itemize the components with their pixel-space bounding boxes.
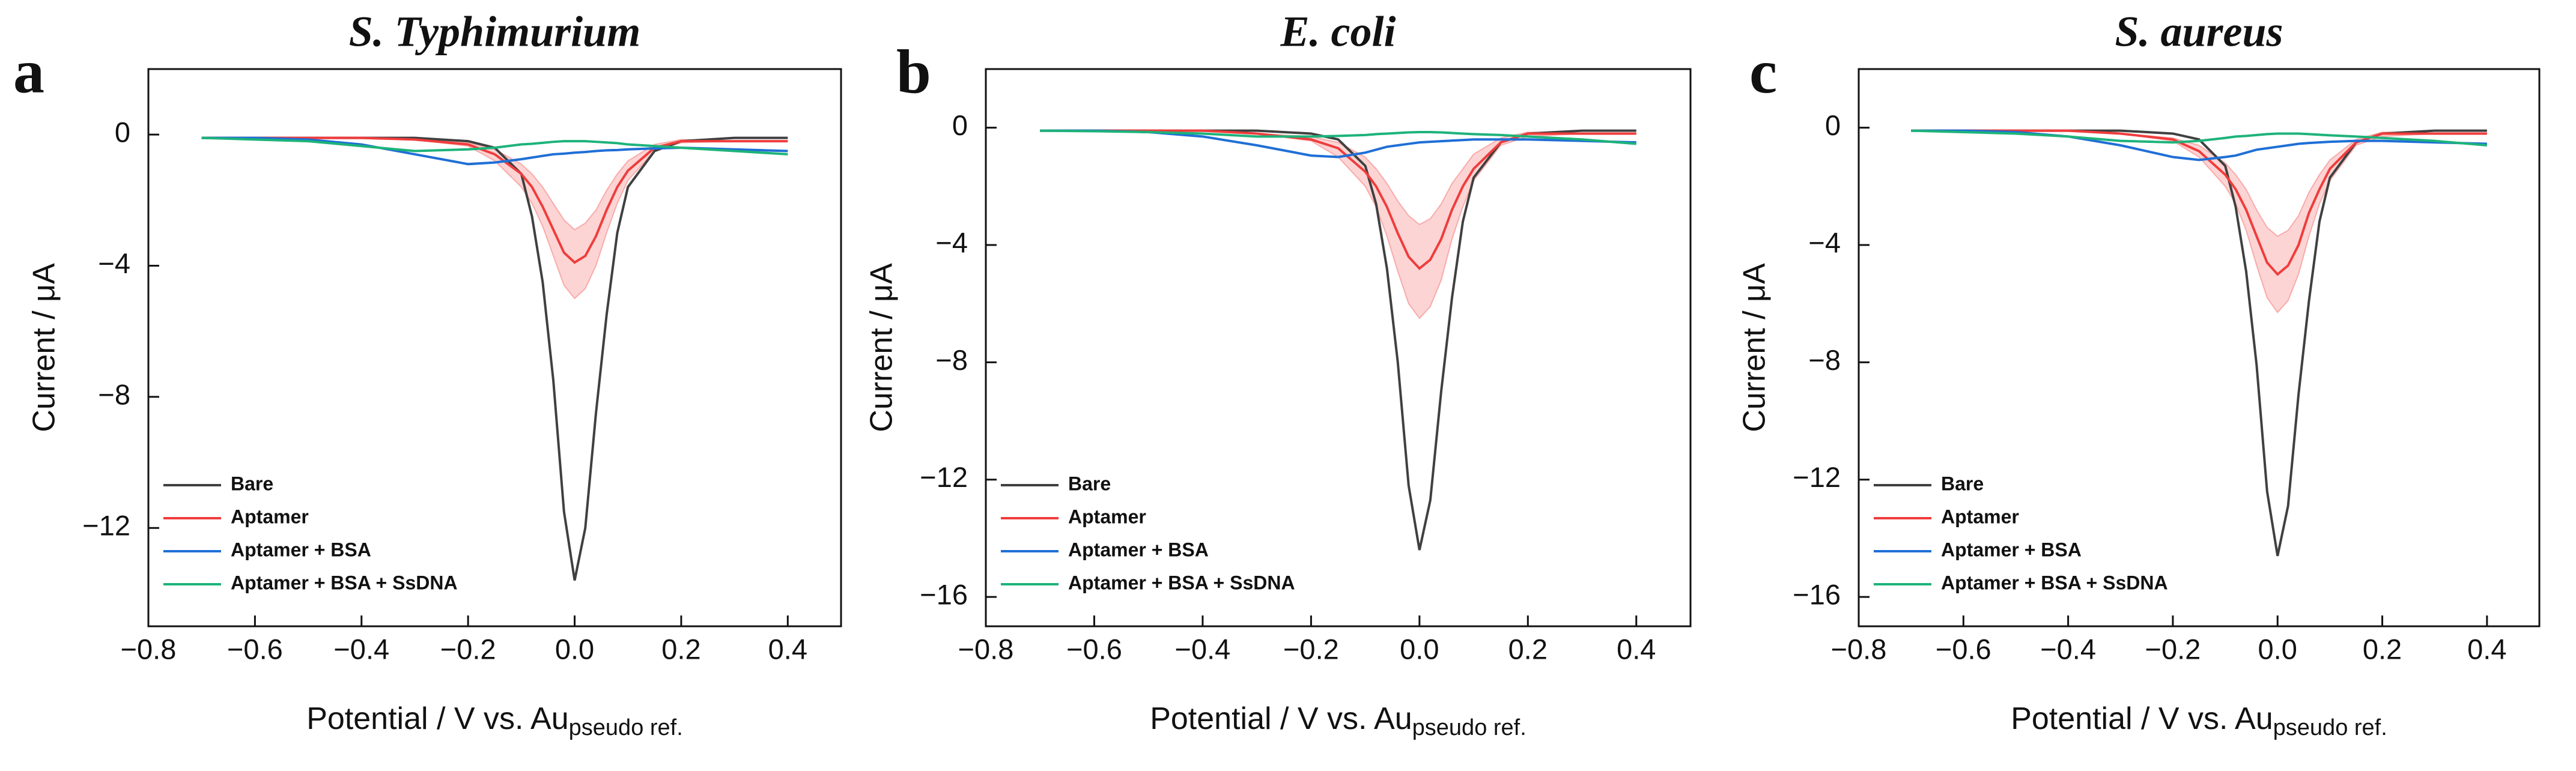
legend-label: Aptamer <box>1068 506 1146 527</box>
y-tick-label: −16 <box>1793 579 1841 611</box>
y-tick-label: −8 <box>1808 344 1841 376</box>
y-tick-label: 0 <box>1825 109 1841 141</box>
chart-title: S. Typhimurium <box>349 8 640 56</box>
y-axis-label: Current / μA <box>27 263 62 432</box>
y-axis-label: Current / μA <box>864 263 899 432</box>
chart-panel: a S. Typhimurium −0.8 −0.6 −0.4 −0.2 0.0 0.2 0.4… <box>13 8 842 740</box>
x-tick-label: −0.2 <box>440 633 496 665</box>
chart-panel: b E. coli −0.8 −0.6 −0.4 −0.2 0.0 0.2 0.4 −16 −12 −… <box>864 8 1692 740</box>
chart-title: S. aureus <box>2115 8 2283 56</box>
x-tick-label: −0.6 <box>227 633 283 665</box>
x-tick-label: −0.8 <box>958 633 1014 665</box>
x-axis-label-sub: pseudo ref. <box>1412 715 1526 740</box>
y-tick-label: 0 <box>952 109 968 141</box>
x-axis-label: Potential / V vs. Aupseudo ref. <box>1150 701 1526 740</box>
legend-label: Aptamer + BSA + SsDNA <box>1941 572 2168 593</box>
error-band <box>1040 130 1636 319</box>
x-tick-label: −0.8 <box>121 633 177 665</box>
chart-panel: c S. aureus −0.8 −0.6 −0.4 −0.2 0.0 0.2 0.4 −16 −1… <box>1737 8 2541 740</box>
x-tick-label: 0.0 <box>1400 633 1439 665</box>
y-tick-label: 0 <box>115 116 130 148</box>
series-line <box>1040 129 1636 145</box>
x-axis-label-sub: pseudo ref. <box>569 715 683 740</box>
series-line <box>1040 129 1636 270</box>
x-tick-label: 0.4 <box>768 633 807 665</box>
x-tick-label: 0.4 <box>1617 633 1656 665</box>
x-tick-label: 0.2 <box>1508 633 1548 665</box>
series-line <box>1911 129 2487 557</box>
plot-frame <box>985 68 1692 627</box>
x-tick-label: −0.6 <box>1066 633 1122 665</box>
x-tick-label: 0.2 <box>661 633 700 665</box>
x-tick-label: −0.4 <box>2040 633 2096 665</box>
x-tick-label: −0.4 <box>333 633 389 665</box>
legend-label: Aptamer + BSA <box>1068 539 1209 560</box>
series-line <box>201 136 788 264</box>
x-tick-label: 0.0 <box>2258 633 2297 665</box>
legend-label: Aptamer + BSA <box>1941 539 2082 560</box>
error-band <box>201 137 788 300</box>
x-tick-label: −0.2 <box>1283 633 1339 665</box>
chart-title: E. coli <box>1280 8 1396 56</box>
x-tick-label: 0.4 <box>2467 633 2506 665</box>
x-tick-label: 0.2 <box>2363 633 2402 665</box>
x-tick-label: −0.8 <box>1831 633 1887 665</box>
y-tick-label: −12 <box>920 461 968 493</box>
x-axis-label: Potential / V vs. Aupseudo ref. <box>306 701 683 740</box>
x-axis-label-main: Potential / V vs. Au <box>306 701 568 736</box>
y-tick-label: −12 <box>82 510 130 542</box>
x-axis-label-main: Potential / V vs. Au <box>1150 701 1412 736</box>
legend-label: Aptamer <box>1941 506 2019 527</box>
series-line <box>1911 129 2487 162</box>
x-axis-label-main: Potential / V vs. Au <box>2011 701 2273 736</box>
legend-label: Aptamer + BSA + SsDNA <box>1068 572 1295 593</box>
y-axis-label: Current / μA <box>1737 263 1772 432</box>
legend-label: Aptamer + BSA <box>231 539 371 560</box>
plot-frame <box>147 68 842 627</box>
x-axis-label-sub: pseudo ref. <box>2273 715 2387 740</box>
panel-label: b <box>896 37 931 106</box>
series-line <box>1040 129 1636 159</box>
y-tick-label: −12 <box>1793 461 1841 493</box>
legend-label: Bare <box>1068 473 1111 494</box>
panel-label: a <box>13 37 44 106</box>
legend-label: Bare <box>1941 473 1984 494</box>
legend-label: Bare <box>231 473 273 494</box>
legend-label: Aptamer + BSA + SsDNA <box>231 572 458 593</box>
y-tick-label: −4 <box>935 226 968 258</box>
error-band <box>1911 130 2487 313</box>
series-line <box>1911 129 2488 147</box>
plot-frame <box>1858 68 2541 627</box>
legend-label: Aptamer <box>231 506 309 527</box>
panel-label: c <box>1749 37 1777 106</box>
x-axis-label: Potential / V vs. Aupseudo ref. <box>2011 701 2387 740</box>
y-tick-label: −4 <box>98 247 130 279</box>
series-line <box>201 136 788 156</box>
x-tick-label: −0.4 <box>1175 633 1231 665</box>
series-line <box>1911 129 2487 276</box>
y-tick-label: −4 <box>1808 226 1841 258</box>
y-tick-label: −8 <box>98 378 130 410</box>
x-tick-label: −0.2 <box>2145 633 2201 665</box>
x-tick-label: 0.0 <box>555 633 594 665</box>
y-tick-label: −8 <box>935 344 968 376</box>
y-tick-label: −16 <box>920 579 968 611</box>
x-tick-label: −0.6 <box>1936 633 1991 665</box>
series-line <box>1040 129 1636 551</box>
